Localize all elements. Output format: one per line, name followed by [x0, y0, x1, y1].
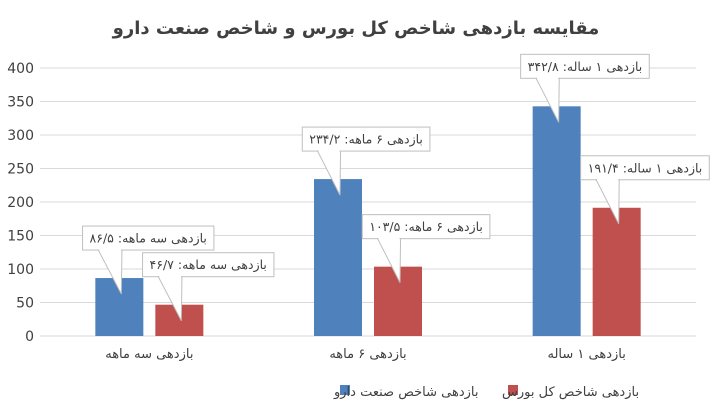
- data-callout: بازدهی ۶ ماهه: ۱۰۳/۵: [361, 214, 491, 283]
- legend: بازدهی شاخص صنعت دارو بازدهی شاخص کل بورس: [333, 385, 639, 400]
- y-tick-label: 50: [16, 296, 34, 312]
- legend-item: بازدهی شاخص کل بورس: [502, 385, 639, 400]
- data-label: بازدهی سه ماهه: ۴۶/۷: [150, 257, 267, 273]
- y-tick-label: 100: [7, 262, 34, 278]
- callout-box: [82, 225, 215, 251]
- callout-box: [301, 126, 431, 152]
- data-label: بازدهی ۶ ماهه: ۱۰۳/۵: [369, 219, 483, 235]
- chart-title: مقایسه بازدهی شاخص کل بورس و شاخص صنعت د…: [112, 18, 600, 39]
- bars: [95, 106, 641, 336]
- y-tick-label: 350: [7, 95, 34, 111]
- x-category-label: بازدهی ۶ ماهه: [329, 347, 406, 362]
- callout-box: [520, 53, 650, 79]
- data-label: بازدهی ۱ ساله: ۱۹۱/۴: [588, 160, 703, 176]
- data-callout: بازدهی سه ماهه: ۴۶/۷: [142, 252, 275, 321]
- y-tick-label: 300: [7, 128, 34, 144]
- y-axis-ticks: 0 50 100 150 200 250 300 350 400: [7, 61, 34, 345]
- legend-swatch: [508, 385, 518, 395]
- legend-label: بازدهی شاخص صنعت دارو: [333, 385, 479, 400]
- data-callout: بازدهی ۱ ساله: ۳۴۲/۸: [520, 53, 650, 123]
- bar-pharma-2: [532, 106, 581, 336]
- data-label: بازدهی ۶ ماهه: ۲۳۴/۲: [309, 132, 423, 148]
- bar-market-2: [592, 207, 641, 336]
- data-label: بازدهی ۱ ساله: ۳۴۲/۸: [528, 59, 643, 75]
- legend-swatch: [340, 385, 350, 395]
- callout-box: [142, 252, 275, 278]
- data-label: بازدهی سه ماهه: ۸۶/۵: [90, 231, 207, 247]
- x-category-label: بازدهی سه ماهه: [105, 347, 193, 362]
- callout-box: [361, 214, 491, 240]
- x-axis-categories: بازدهی سه ماهه بازدهی ۶ ماهه بازدهی ۱ ساله: [105, 347, 626, 362]
- y-tick-label: 200: [7, 195, 34, 211]
- x-category-label: بازدهی ۱ ساله: [547, 347, 625, 362]
- data-callout: بازدهی ۶ ماهه: ۲۳۴/۲: [301, 126, 431, 196]
- callout-box: [580, 155, 710, 181]
- legend-item: بازدهی شاخص صنعت دارو: [333, 385, 479, 400]
- data-callout: بازدهی ۱ ساله: ۱۹۱/۴: [580, 155, 710, 224]
- y-tick-label: 400: [7, 61, 34, 77]
- bar-pharma-1: [314, 179, 362, 336]
- y-tick-label: 150: [7, 229, 34, 245]
- legend-label: بازدهی شاخص کل بورس: [502, 385, 639, 400]
- data-callouts: بازدهی سه ماهه: ۸۶/۵ بازدهی سه ماهه: ۴۶/۷…: [82, 53, 710, 321]
- y-tick-label: 0: [25, 329, 34, 345]
- data-callout: بازدهی سه ماهه: ۸۶/۵: [82, 225, 215, 295]
- y-tick-label: 250: [7, 162, 34, 178]
